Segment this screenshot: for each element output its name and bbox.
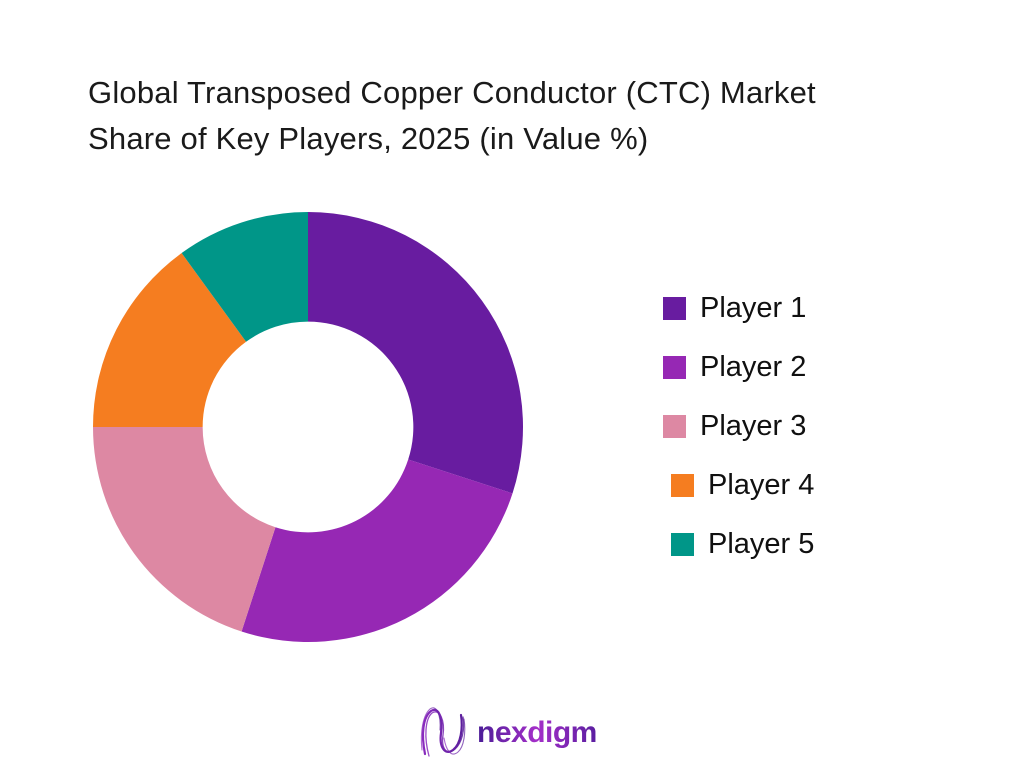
- legend-item-player-4: Player 4: [663, 469, 814, 501]
- legend-item-player-2: Player 2: [663, 351, 814, 383]
- chart-title-line1: Global Transposed Copper Conductor (CTC)…: [88, 75, 816, 110]
- legend-swatch-player-1: [663, 296, 686, 320]
- legend-swatch-player-2: [663, 355, 686, 379]
- donut-segment-player-4: [93, 253, 247, 427]
- donut-chart: [93, 212, 524, 643]
- chart-title-line2: Share of Key Players, 2025 (in Value %): [88, 121, 649, 156]
- donut-segment-player-1: [308, 212, 524, 494]
- legend: Player 1 Player 2 Player 3 Player 4 Play…: [663, 292, 814, 591]
- legend-label-player-2: Player 2: [700, 350, 807, 383]
- legend-item-player-1: Player 1: [663, 292, 814, 324]
- legend-swatch-player-3: [663, 414, 686, 438]
- nexdigm-wordmark: nexdigm: [477, 716, 597, 749]
- donut-segment-player-3: [93, 427, 276, 632]
- legend-label-player-4: Player 4: [708, 468, 815, 501]
- legend-label-player-1: Player 1: [700, 291, 807, 324]
- legend-item-player-3: Player 3: [663, 410, 814, 442]
- chart-title: Global Transposed Copper Conductor (CTC)…: [88, 70, 988, 162]
- legend-swatch-player-4: [671, 473, 694, 497]
- legend-label-player-3: Player 3: [700, 409, 807, 442]
- nexdigm-logo: nexdigm: [0, 704, 1024, 760]
- legend-label-player-5: Player 5: [708, 527, 815, 560]
- nexdigm-logo-text: nexdigm: [477, 716, 597, 749]
- donut-segment-player-2: [241, 459, 513, 643]
- nexdigm-wave-icon: [420, 707, 465, 757]
- legend-item-player-5: Player 5: [663, 528, 814, 560]
- donut-segment-player-5: [181, 212, 308, 342]
- legend-swatch-player-5: [671, 532, 694, 556]
